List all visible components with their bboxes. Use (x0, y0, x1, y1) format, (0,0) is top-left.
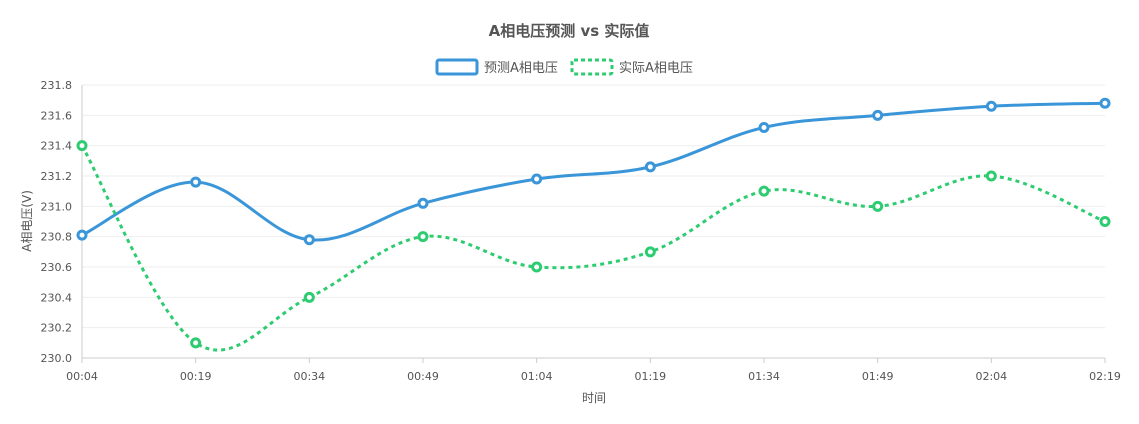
y-tick-label: 230.0 (41, 352, 73, 365)
x-tick-label: 00:04 (66, 370, 98, 383)
data-point (190, 337, 202, 349)
x-tick-label: 02:04 (975, 370, 1007, 383)
y-tick-label: 231.4 (41, 140, 73, 153)
x-axis-title: 时间 (582, 391, 606, 405)
y-tick-label: 230.2 (41, 322, 73, 335)
data-point (985, 170, 997, 182)
data-point (985, 100, 997, 112)
x-tick-label: 00:34 (293, 370, 325, 383)
grid-lines (82, 84, 1105, 329)
y-tick-label: 230.8 (41, 231, 73, 244)
data-point (303, 291, 315, 303)
x-tick-label: 01:49 (862, 370, 894, 383)
data-point (417, 197, 429, 209)
y-tick-label: 231.8 (41, 79, 73, 92)
legend-swatch-1 (435, 58, 479, 76)
data-point (190, 176, 202, 188)
data-point (644, 161, 656, 173)
x-tick-label: 02:19 (1089, 370, 1121, 383)
legend-label-2: 实际A相电压 (619, 61, 693, 76)
legend-label-1: 预测A相电压 (484, 61, 558, 76)
axes: 230.0 230.2 230.4 230.6 230.8 231.0 231.2 231.4… (41, 79, 1121, 383)
data-point (758, 121, 770, 133)
x-tick-label: 00:19 (180, 370, 212, 383)
data-point (531, 173, 543, 185)
y-axis-title: A相电压(V) (20, 190, 34, 252)
x-tick-label: 01:34 (748, 370, 780, 383)
legend: 预测A相电压 实际A相电压 (435, 58, 693, 76)
data-point (644, 246, 656, 258)
data-point (303, 234, 315, 246)
y-tick-label: 231.6 (41, 109, 73, 122)
x-tick-label: 01:19 (634, 370, 666, 383)
series-layer (76, 97, 1111, 352)
data-point (1099, 216, 1111, 227)
x-tick-label: 00:49 (407, 370, 439, 383)
data-point (758, 185, 770, 197)
y-tick-label: 230.6 (41, 261, 73, 274)
series-line-1 (81, 101, 1106, 242)
data-point (417, 231, 429, 243)
data-point (872, 109, 884, 121)
data-point (76, 229, 88, 241)
x-tick-label: 01:04 (521, 370, 553, 383)
y-tick-label: 230.4 (41, 291, 73, 304)
y-tick-label: 231.2 (41, 170, 73, 183)
legend-swatch-2 (570, 58, 614, 76)
chart-title: A相电压预测 vs 实际值 (489, 22, 650, 40)
data-point (76, 140, 88, 152)
data-point (1099, 97, 1111, 109)
data-point (531, 261, 543, 273)
data-point (872, 200, 884, 212)
y-tick-label: 231.0 (41, 200, 73, 213)
